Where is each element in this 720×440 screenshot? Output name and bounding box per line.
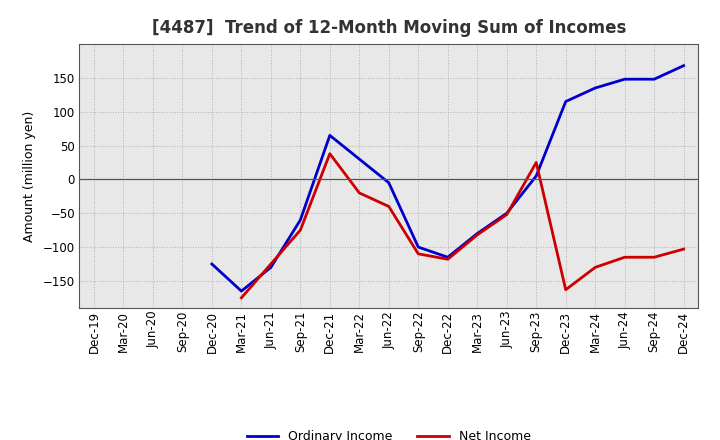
Ordinary Income (621, 77, 629, 82)
Net Income (237, 295, 246, 301)
Ordinary Income (296, 217, 305, 223)
Net Income (680, 246, 688, 252)
Net Income (473, 232, 482, 238)
Net Income (414, 251, 423, 257)
Net Income (325, 151, 334, 156)
Net Income (444, 257, 452, 262)
Ordinary Income (414, 245, 423, 250)
Net Income (503, 212, 511, 217)
Ordinary Income (325, 133, 334, 138)
Ordinary Income (532, 173, 541, 179)
Ordinary Income (237, 289, 246, 294)
Ordinary Income (562, 99, 570, 104)
Ordinary Income (207, 261, 216, 267)
Net Income (562, 287, 570, 292)
Ordinary Income (266, 265, 275, 270)
Net Income (296, 227, 305, 233)
Net Income (266, 261, 275, 267)
Ordinary Income (384, 180, 393, 185)
Ordinary Income (473, 231, 482, 236)
Ordinary Income (503, 211, 511, 216)
Net Income (650, 255, 659, 260)
Ordinary Income (444, 255, 452, 260)
Ordinary Income (591, 85, 600, 91)
Ordinary Income (680, 63, 688, 68)
Net Income (532, 160, 541, 165)
Line: Ordinary Income: Ordinary Income (212, 66, 684, 291)
Net Income (384, 204, 393, 209)
Y-axis label: Amount (million yen): Amount (million yen) (23, 110, 36, 242)
Net Income (591, 265, 600, 270)
Ordinary Income (650, 77, 659, 82)
Ordinary Income (355, 157, 364, 162)
Title: [4487]  Trend of 12-Month Moving Sum of Incomes: [4487] Trend of 12-Month Moving Sum of I… (152, 19, 626, 37)
Legend: Ordinary Income, Net Income: Ordinary Income, Net Income (242, 425, 536, 440)
Net Income (355, 190, 364, 195)
Net Income (621, 255, 629, 260)
Line: Net Income: Net Income (241, 154, 684, 298)
